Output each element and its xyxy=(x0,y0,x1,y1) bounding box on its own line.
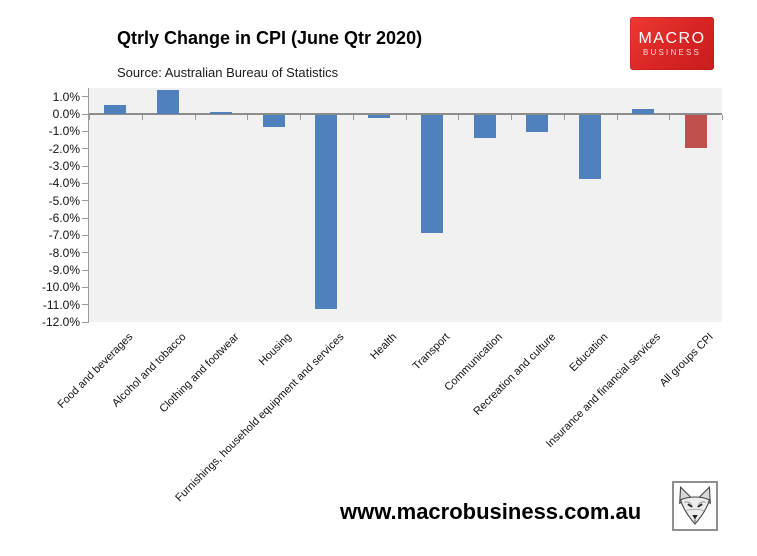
category-label: Health xyxy=(368,331,400,362)
bar-alcohol-and-tobacco xyxy=(157,89,180,114)
category-axis-tick xyxy=(722,115,723,120)
source-label: Source: Australian Bureau of Statistics xyxy=(117,65,339,80)
y-axis-label: -12.0% xyxy=(41,315,80,329)
fox-icon xyxy=(679,486,711,525)
y-axis-label: -1.0% xyxy=(48,124,80,139)
y-axis-tick xyxy=(82,321,89,323)
y-axis-tick xyxy=(82,113,89,115)
category-label: Housing xyxy=(257,331,295,369)
bar-insurance-and-financial-services xyxy=(631,108,654,114)
bar-communication xyxy=(473,115,496,138)
y-axis-label: -2.0% xyxy=(48,141,80,156)
y-axis-tick xyxy=(82,148,89,150)
y-axis-tick xyxy=(82,217,89,219)
category-label: Education xyxy=(567,331,611,375)
y-axis-label: -7.0% xyxy=(48,228,80,243)
y-axis-tick xyxy=(82,252,89,254)
y-axis-tick xyxy=(82,234,89,236)
y-axis-tick xyxy=(82,200,89,202)
category-axis-tick xyxy=(669,115,671,120)
category-axis-tick xyxy=(247,115,249,120)
footer-url: www.macrobusiness.com.au xyxy=(340,499,642,524)
bar-transport xyxy=(420,115,443,233)
y-axis-label: -4.0% xyxy=(48,176,80,191)
category-label: All groups CPI xyxy=(657,331,717,390)
bar-food-and-beverages xyxy=(104,105,127,114)
y-axis-label: -10.0% xyxy=(41,280,80,295)
page-title: Qtrly Change in CPI (June Qtr 2020) xyxy=(117,28,423,48)
category-axis-tick xyxy=(352,115,354,120)
category-label: Transport xyxy=(410,331,453,373)
bar-furnishings-household-equipment-and-services xyxy=(315,115,338,310)
bar-education xyxy=(579,115,602,180)
bar-health xyxy=(368,115,391,119)
fox-logo xyxy=(672,481,718,531)
y-axis-tick xyxy=(82,269,89,271)
zero-axis-line xyxy=(89,113,722,115)
y-axis-label: -5.0% xyxy=(48,193,80,208)
y-axis-label: 1.0% xyxy=(52,89,80,104)
macrobusiness-logo: MACRO BUSINESS xyxy=(630,17,714,70)
category-axis-tick xyxy=(300,115,301,120)
plot-area xyxy=(89,88,722,322)
logo-text-macro: MACRO xyxy=(638,29,706,47)
y-axis-tick xyxy=(82,130,89,132)
y-axis-label: 0.0% xyxy=(52,107,80,121)
category-axis-tick xyxy=(141,115,143,120)
y-axis-label: -8.0% xyxy=(48,245,80,260)
bar-all-groups-cpi xyxy=(684,115,707,148)
category-axis-tick xyxy=(458,115,460,120)
y-axis-label: -11.0% xyxy=(42,297,80,312)
category-label: Insurance and financial services xyxy=(544,331,664,451)
y-axis-label: -9.0% xyxy=(48,263,80,277)
category-axis-tick xyxy=(194,115,196,120)
y-axis-tick xyxy=(82,165,89,167)
bar-clothing-and-footwear xyxy=(209,112,232,114)
y-axis-tick xyxy=(82,96,89,98)
bar-housing xyxy=(262,115,285,128)
y-axis-tick xyxy=(82,286,89,288)
category-axis-tick xyxy=(616,115,618,120)
logo-text-business: BUSINESS xyxy=(642,47,702,57)
y-axis-label: -6.0% xyxy=(48,211,80,225)
category-axis-tick xyxy=(405,115,407,120)
category-axis-tick xyxy=(511,115,512,120)
bar-recreation-and-culture xyxy=(526,115,549,133)
category-axis-tick xyxy=(563,115,565,120)
y-axis-tick xyxy=(82,182,89,184)
y-axis-label: -3.0% xyxy=(48,159,80,173)
y-axis-line xyxy=(88,88,89,322)
y-axis-tick xyxy=(82,304,89,306)
category-axis-tick xyxy=(89,115,90,120)
